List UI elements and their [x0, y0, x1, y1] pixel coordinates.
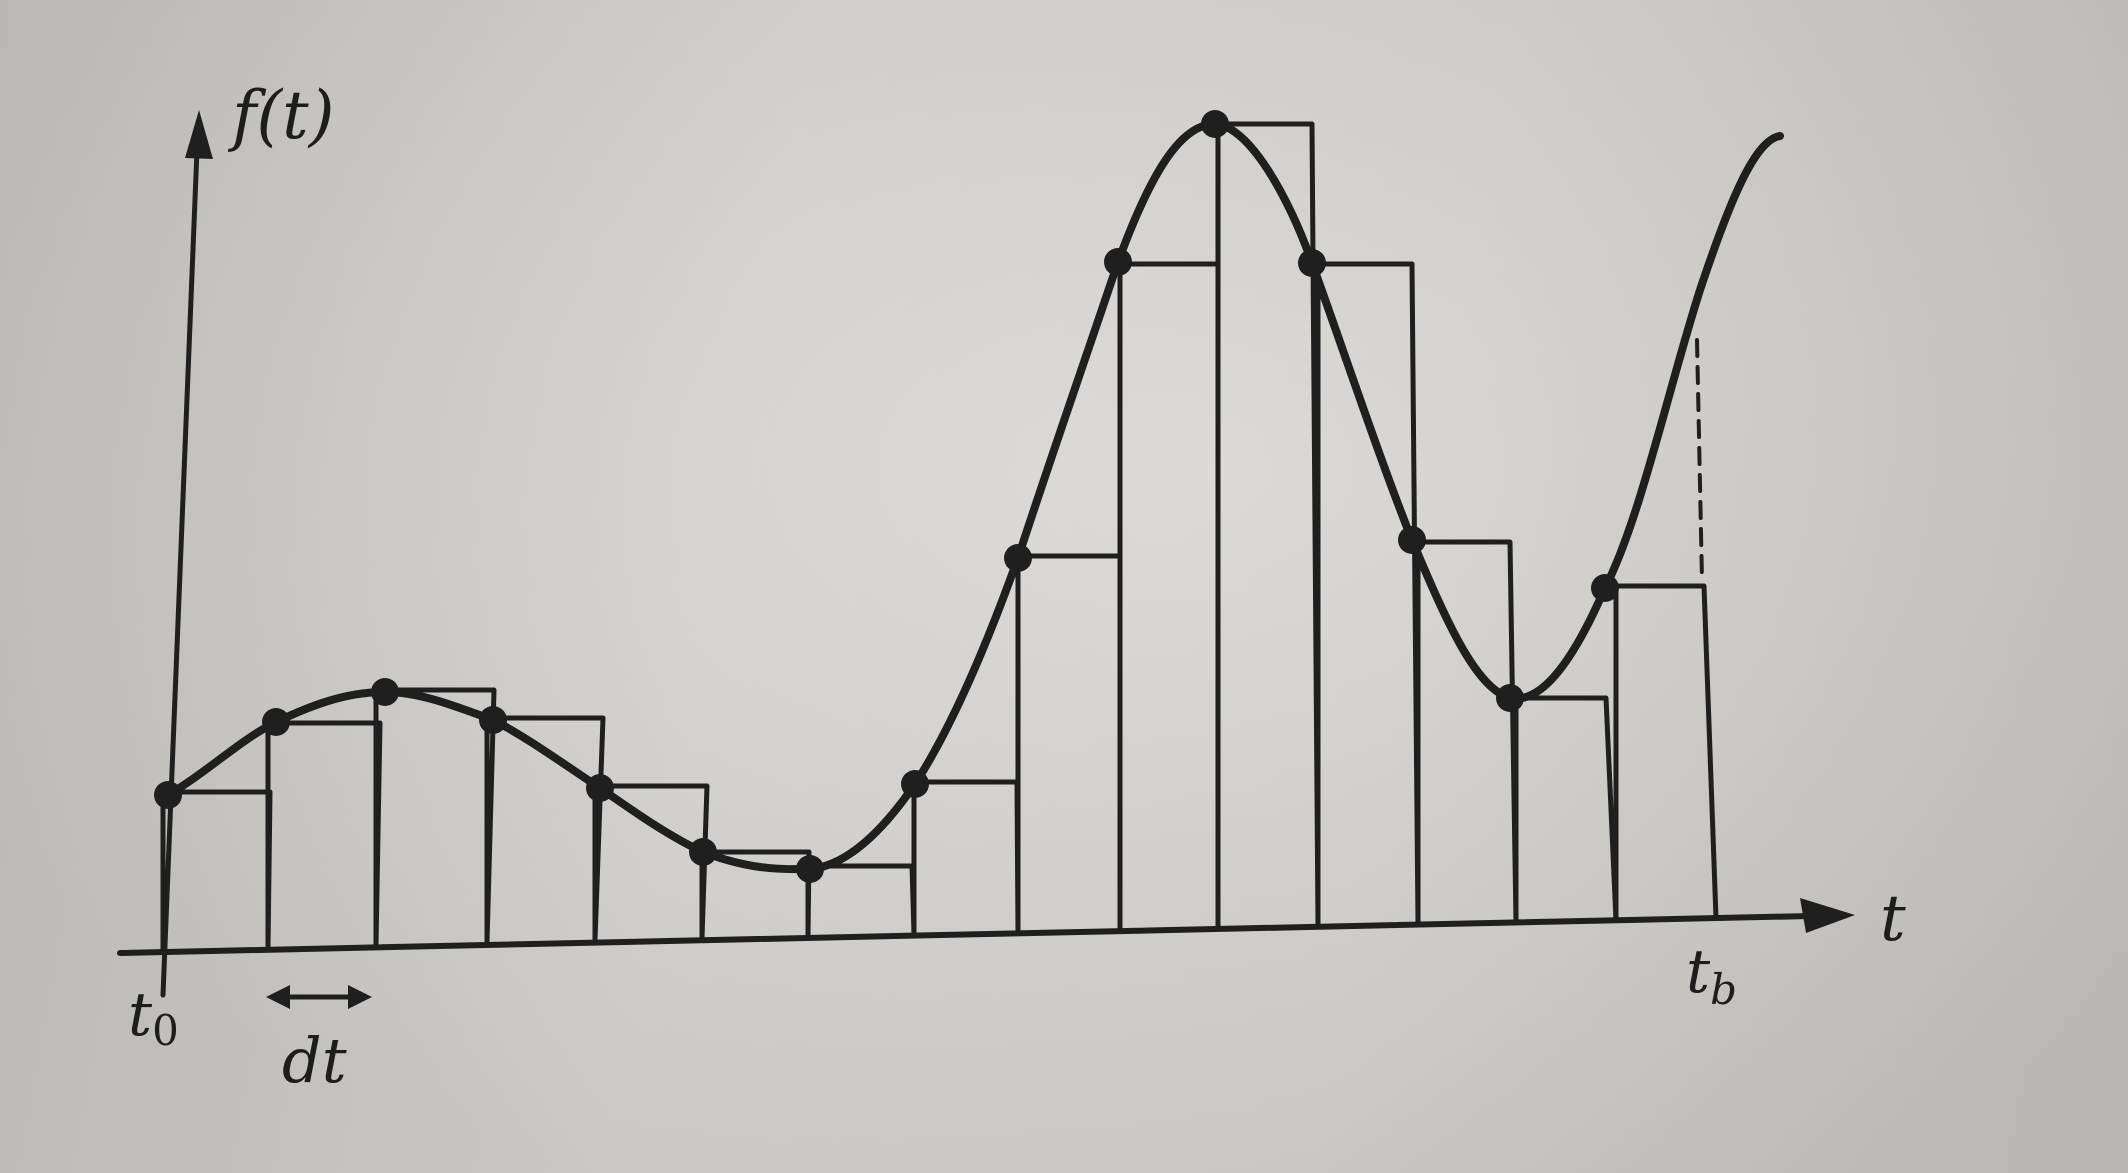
sample-point-15: [1591, 574, 1619, 602]
y-axis-line: [160, 147, 200, 998]
function-curve: [164, 120, 1784, 874]
sample-point-7: [796, 855, 824, 883]
riemann-rect-1: [160, 789, 273, 953]
riemann-rect-2: [265, 720, 383, 949]
riemann-rect-4: [484, 715, 606, 945]
tb-main: t: [1686, 937, 1711, 1007]
t0-label: t0: [128, 980, 179, 1055]
sample-point-12: [1298, 249, 1326, 277]
sample-point-3: [371, 678, 399, 706]
sample-point-4: [479, 706, 507, 734]
riemann-rect-13: [1415, 539, 1519, 927]
t0-main: t: [128, 980, 153, 1050]
sample-point-10: [1104, 248, 1132, 276]
x-axis-line: [117, 913, 1813, 956]
double-arrow-icon: [266, 985, 372, 1009]
sample-point-5: [586, 774, 614, 802]
riemann-rect-11: [1215, 121, 1321, 931]
riemann-rect-9: [1015, 553, 1123, 935]
tb-dashed-line: [1695, 338, 1704, 582]
sample-point-8: [901, 770, 929, 798]
sample-point-13: [1398, 526, 1426, 554]
sample-point-14: [1496, 684, 1524, 712]
sample-point-9: [1004, 544, 1032, 572]
t0-subscript: 0: [152, 1006, 179, 1055]
sample-point-1: [154, 781, 182, 809]
riemann-rect-14: [1513, 695, 1619, 925]
x-axis-arrowhead-icon: [1800, 898, 1855, 933]
dt-label: dt: [282, 1024, 347, 1097]
sample-point-2: [262, 708, 290, 736]
riemann-rectangles: [160, 121, 1719, 953]
riemann-rect-5: [592, 783, 710, 943]
riemann-rect-15: [1613, 583, 1719, 923]
axes: [117, 110, 1855, 998]
riemann-rect-7: [805, 863, 917, 939]
riemann-rect-12: [1315, 261, 1421, 929]
sample-point-11: [1201, 110, 1229, 138]
sample-point-6: [689, 838, 717, 866]
riemann-rect-8: [911, 779, 1021, 937]
riemann-rect-3: [373, 687, 497, 947]
riemann-rect-10: [1117, 261, 1221, 933]
tb-subscript: b: [1710, 965, 1737, 1014]
y-axis-arrowhead-icon: [185, 110, 213, 159]
sample-points: [154, 110, 1619, 883]
x-axis-label: t: [1880, 882, 1906, 956]
y-axis-label: f(t): [227, 77, 334, 154]
tb-label: tb: [1686, 937, 1737, 1014]
